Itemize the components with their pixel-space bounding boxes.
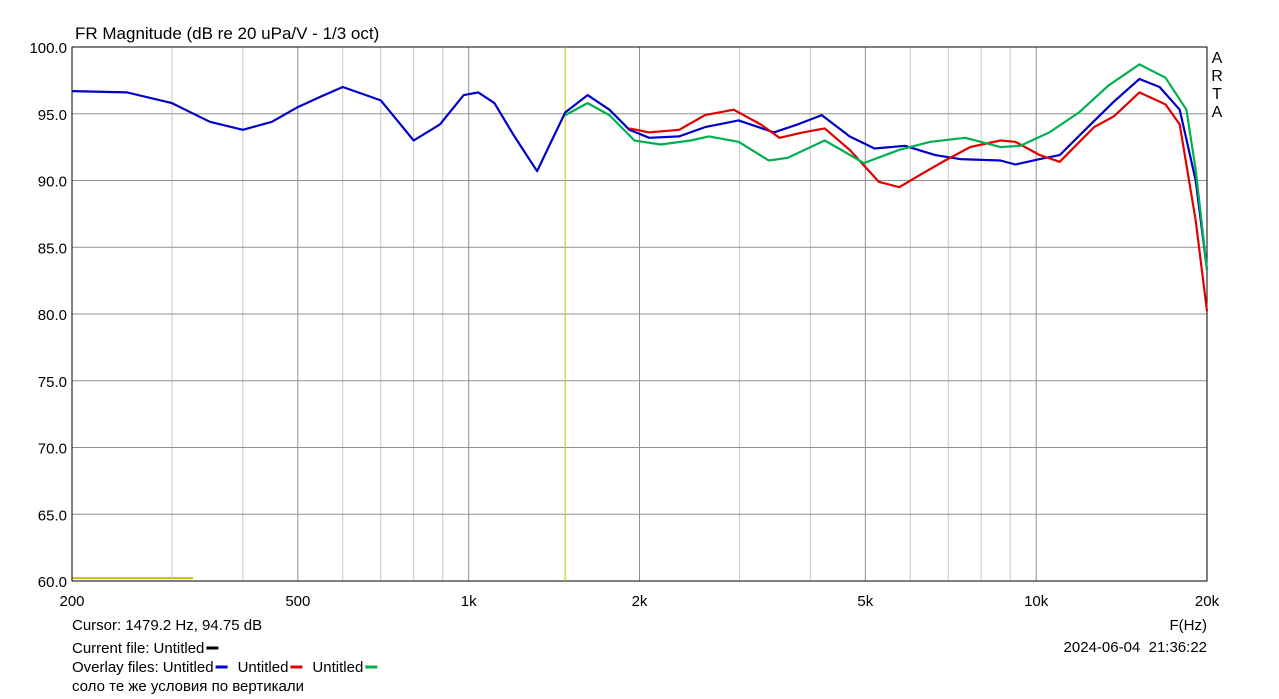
note: соло те же условия по вертикали xyxy=(72,678,304,695)
y-tick-label: 65.0 xyxy=(38,507,67,524)
y-tick-label: 75.0 xyxy=(38,374,67,391)
y-tick-label: 70.0 xyxy=(38,441,67,458)
legend-entry: Untitled xyxy=(312,659,363,676)
y-tick-label: 100.0 xyxy=(29,40,67,57)
brand: ARTA xyxy=(1209,50,1226,122)
series-line xyxy=(629,91,1209,312)
x-tick-label: 500 xyxy=(285,593,310,610)
legend-label: Overlay files: xyxy=(72,659,159,676)
series-line xyxy=(71,77,1209,271)
y-tick-label: 60.0 xyxy=(38,574,67,591)
cursor-label: Cursor: 1479.2 Hz, 94.75 dB xyxy=(72,617,262,634)
x-tick-label: 5k xyxy=(857,593,873,610)
timestamp: 2024-06-04 21:36:22 xyxy=(1064,639,1207,656)
chart-title: FR Magnitude (dB re 20 uPa/V - 1/3 oct) xyxy=(75,24,379,43)
y-tick-label: 95.0 xyxy=(38,107,67,124)
x-tick-label: 20k xyxy=(1195,593,1220,610)
legend-label: Current file: xyxy=(72,640,150,657)
series-line xyxy=(564,63,1209,271)
y-tick-label: 80.0 xyxy=(38,307,67,324)
legend-entry: Untitled xyxy=(238,659,289,676)
x-tick-label: 1k xyxy=(461,593,477,610)
y-tick-label: 90.0 xyxy=(38,174,67,191)
y-tick-label: 85.0 xyxy=(38,240,67,257)
plot-frame xyxy=(71,46,1208,582)
x-tick-label: 200 xyxy=(59,593,84,610)
legend-entry: Untitled xyxy=(163,659,214,676)
legend-entry: Untitled xyxy=(154,640,205,657)
x-tick-label: 2k xyxy=(632,593,648,610)
x-axis-label: F(Hz) xyxy=(1170,617,1208,634)
x-tick-label: 10k xyxy=(1024,593,1049,610)
